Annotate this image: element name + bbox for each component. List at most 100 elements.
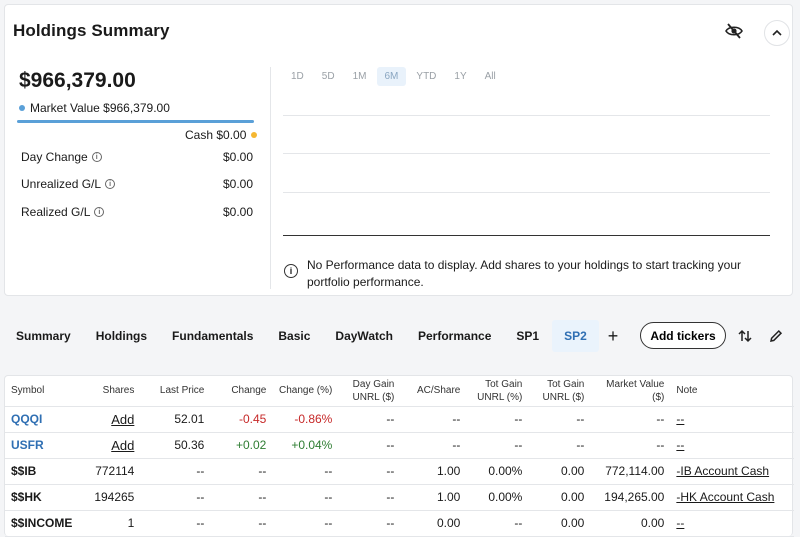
tab-summary[interactable]: Summary [16, 329, 71, 343]
day-change-row: Day Change i $0.00 [21, 150, 253, 164]
col-tot-gain-usd[interactable]: Tot Gain UNRL ($) [528, 376, 591, 407]
tot-gain-pct: 0.00% [466, 458, 529, 485]
col-last-price[interactable]: Last Price [140, 376, 211, 407]
change: +0.02 [210, 432, 273, 459]
symbol-link[interactable]: USFR [11, 438, 44, 452]
change: -- [210, 484, 273, 511]
table-row: $$INCOME 1 -- -- -- -- 0.00 -- 0.00 0.00… [5, 510, 794, 537]
shares: 1 [78, 510, 141, 537]
col-market-value[interactable]: Market Value ($) [590, 376, 671, 407]
last-price: -- [140, 458, 211, 485]
range-1m[interactable]: 1M [352, 71, 367, 82]
change-pct: -- [272, 458, 339, 485]
col-shares[interactable]: Shares [78, 376, 141, 407]
last-price: -- [140, 510, 211, 537]
note-link[interactable]: -HK Account Cash [676, 490, 775, 504]
range-5d[interactable]: 5D [321, 71, 335, 82]
market-value: -- [590, 406, 671, 433]
header-line: ($) [652, 391, 665, 403]
col-change-pct[interactable]: Change (%) [272, 376, 339, 407]
chevron-up-icon [772, 29, 782, 36]
view-tabs: Summary Holdings Fundamentals Basic DayW… [4, 320, 626, 352]
symbol-link[interactable]: QQQI [11, 412, 43, 426]
info-icon[interactable]: i [105, 179, 116, 189]
col-symbol[interactable]: Symbol [5, 376, 79, 407]
note-link[interactable]: -IB Account Cash [676, 464, 770, 478]
col-tot-gain-pct[interactable]: Tot Gain UNRL (%) [466, 376, 529, 407]
range-1y[interactable]: 1Y [454, 71, 467, 82]
table-row: USFR Add 50.36 +0.02 +0.04% -- -- -- -- … [5, 432, 794, 459]
day-gain: -- [338, 458, 401, 485]
allocation-bar [17, 120, 254, 123]
table-row: $$IB 772114 -- -- -- -- 1.00 0.00% 0.00 … [5, 458, 794, 485]
chart-gridline [283, 153, 770, 154]
market-value: 0.00 [590, 510, 671, 537]
tot-gain-usd: 0.00 [528, 510, 591, 537]
col-day-gain[interactable]: Day Gain UNRL ($) [338, 376, 401, 407]
divider [270, 67, 271, 289]
tab-fundamentals[interactable]: Fundamentals [172, 329, 254, 343]
page-title: Holdings Summary [13, 21, 170, 40]
add-shares-link[interactable]: Add [111, 411, 135, 427]
collapse-button[interactable] [764, 20, 790, 46]
shares: 772114 [78, 458, 141, 485]
tab-basic[interactable]: Basic [278, 329, 311, 343]
symbol: $$HK [11, 490, 42, 504]
market-value-label: Market Value $966,379.00 [30, 101, 170, 115]
table-row: QQQI Add 52.01 -0.45 -0.86% -- -- -- -- … [5, 406, 794, 433]
edit-pencil-icon[interactable] [769, 329, 783, 343]
ac-share: -- [400, 432, 467, 459]
note-link[interactable]: -- [676, 438, 685, 452]
info-icon: i [284, 264, 298, 278]
tab-performance[interactable]: Performance [418, 329, 492, 343]
ac-share: 1.00 [400, 458, 467, 485]
tot-gain-usd: -- [528, 432, 591, 459]
header-line: Day Gain [352, 378, 395, 390]
ac-share: 0.00 [400, 510, 467, 537]
tab-sp2[interactable]: SP2 [552, 320, 599, 352]
unrealized-gl-row: Unrealized G/L i $0.00 [21, 177, 253, 191]
add-shares-link[interactable]: Add [111, 437, 135, 453]
tab-daywatch[interactable]: DayWatch [335, 329, 393, 343]
change: -0.45 [210, 406, 273, 433]
total-value: $966,379.00 [19, 69, 136, 92]
range-6m[interactable]: 6M [376, 67, 407, 86]
sort-arrows-icon[interactable] [738, 328, 752, 344]
col-change[interactable]: Change [210, 376, 273, 407]
cash-label: Cash $0.00 [185, 128, 247, 142]
range-1d[interactable]: 1D [291, 71, 304, 82]
cash-legend: Cash $0.00 [185, 128, 258, 142]
range-all[interactable]: All [484, 71, 496, 82]
col-ac-share[interactable]: AC/Share [400, 376, 467, 407]
day-gain: -- [338, 406, 401, 433]
stat-label: Day Change [21, 150, 88, 164]
tab-sp1[interactable]: SP1 [516, 329, 540, 343]
hide-eye-icon[interactable] [725, 22, 743, 40]
ac-share: -- [400, 406, 467, 433]
market-value: 194,265.00 [590, 484, 671, 511]
add-tickers-button[interactable]: Add tickers [640, 322, 726, 349]
stat-value: $0.00 [222, 205, 253, 219]
holdings-table: Symbol Shares Last Price Change Change (… [5, 376, 794, 537]
add-view-plus-icon[interactable]: + [607, 325, 619, 346]
change-pct: -- [272, 484, 339, 511]
col-note[interactable]: Note [670, 376, 794, 407]
tab-holdings[interactable]: Holdings [95, 329, 148, 343]
market-value: -- [590, 432, 671, 459]
range-ytd[interactable]: YTD [416, 71, 437, 82]
symbol: $$IB [11, 464, 37, 478]
note-link[interactable]: -- [676, 516, 685, 530]
stat-value: $0.00 [222, 177, 253, 191]
cash-dot-icon [251, 132, 258, 138]
note-link[interactable]: -- [676, 412, 685, 426]
info-icon[interactable]: i [91, 152, 102, 162]
last-price: 50.36 [140, 432, 211, 459]
last-price: -- [140, 484, 211, 511]
header-line: Market Value [606, 378, 665, 390]
header-line: Tot Gain [485, 378, 523, 390]
header-line: UNRL (%) [477, 391, 523, 403]
chart-gridline [283, 115, 770, 116]
no-data-message: No Performance data to display. Add shar… [307, 258, 742, 289]
change: -- [210, 458, 273, 485]
info-icon[interactable]: i [94, 207, 105, 217]
